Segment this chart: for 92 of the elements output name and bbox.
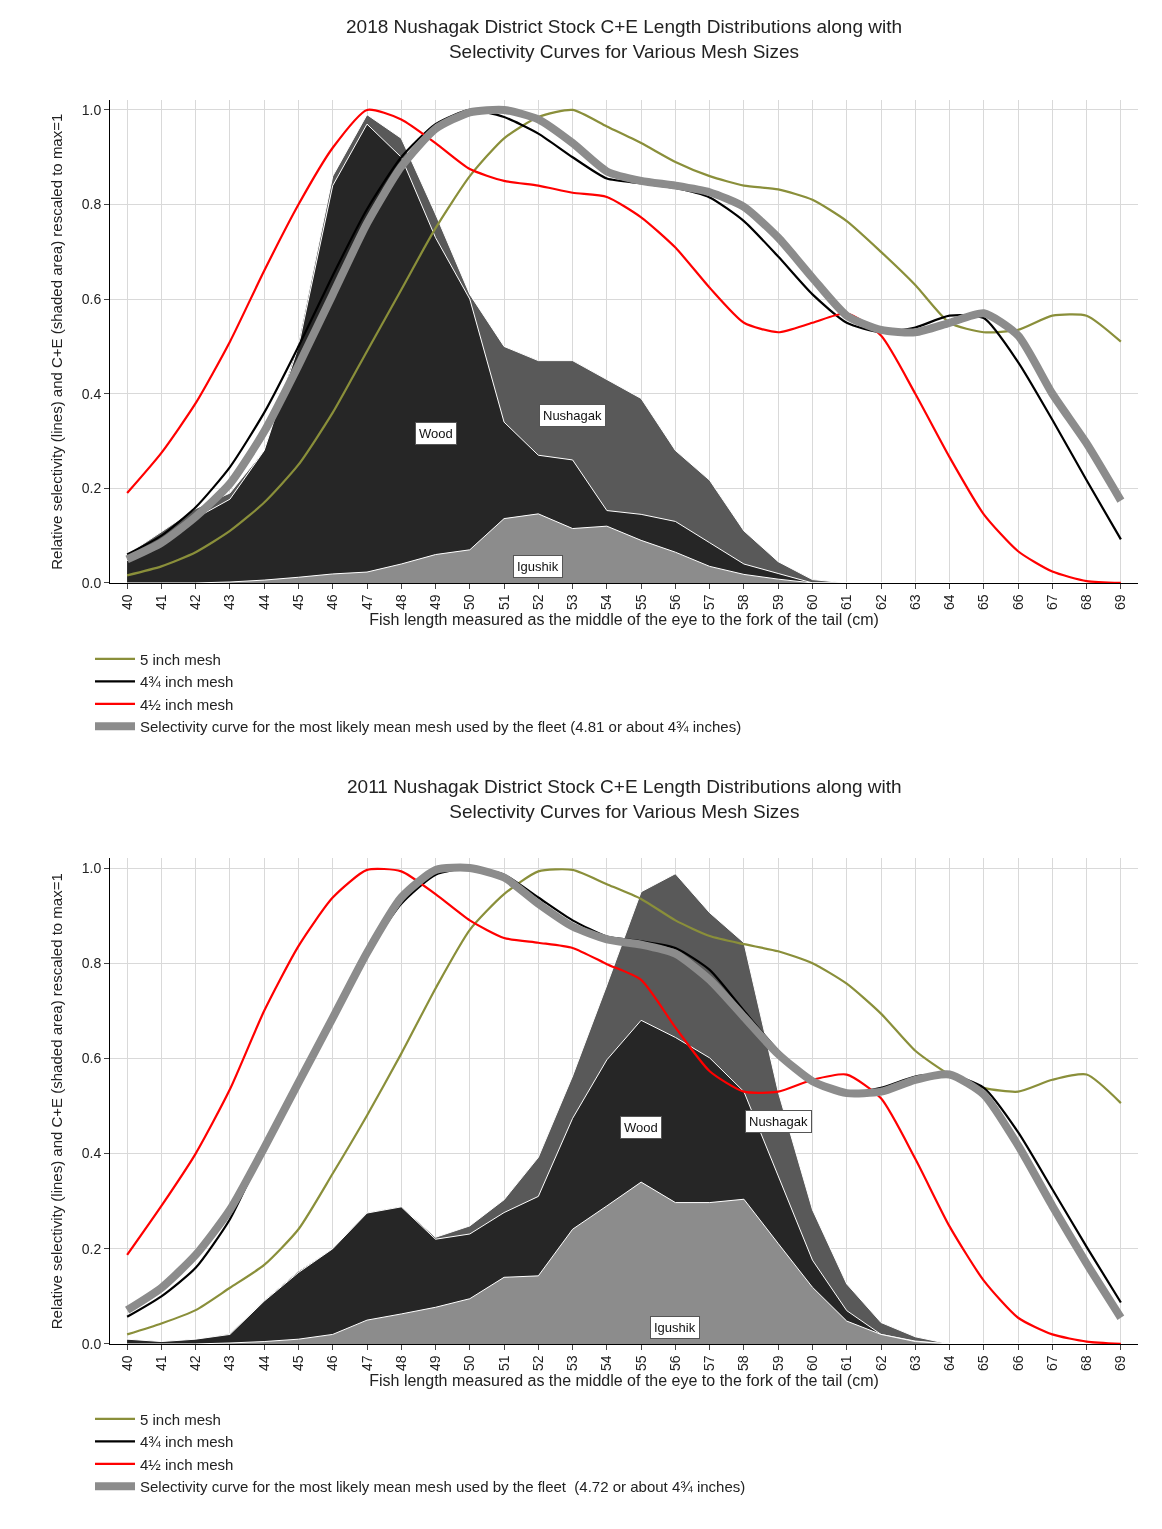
legend-label: 4½ inch mesh [140,695,234,713]
x-tick-label: 51 [495,594,512,611]
x-tick-label: 47 [358,594,375,611]
x-tick-label: 45 [290,1355,307,1372]
x-tick-label: 52 [529,594,546,611]
x-tick-label: 55 [632,594,649,611]
x-tick-label: 56 [666,594,683,611]
series-label: Wood [419,426,453,441]
series-label: Igushik [517,559,559,574]
x-tick-label: 60 [804,1355,821,1372]
x-tick-label: 69 [1112,594,1129,611]
x-tick-label: 58 [735,594,752,611]
x-tick-label: 49 [427,1355,444,1372]
x-tick-label: 62 [872,1355,889,1372]
y-tick-label: 0.8 [81,196,102,213]
x-tick-label: 40 [118,594,135,611]
x-tick-label: 59 [769,1355,786,1372]
x-tick-label: 56 [666,1355,683,1372]
x-tick-label: 54 [598,1355,615,1372]
y-tick-label: 0.6 [81,291,102,308]
y-tick-label: 1.0 [81,101,102,118]
legend-label: 4¾ inch mesh [140,673,234,691]
y-tick-label: 0.8 [81,955,102,972]
x-tick-label: 53 [564,1355,581,1372]
x-tick-label: 45 [290,594,307,611]
x-tick-label: 67 [1043,594,1060,611]
y-tick-label: 0.6 [81,1050,102,1067]
x-tick-label: 44 [255,594,272,611]
x-tick-label: 50 [461,594,478,611]
x-tick-label: 42 [187,1355,204,1372]
x-axis-title: Fish length measured as the middle of the eye to the fork of the tail (cm) [369,1371,879,1389]
x-tick-label: 47 [358,1355,375,1372]
x-tick-label: 41 [152,594,169,611]
x-tick-label: 48 [392,594,409,611]
y-tick-label: 0.4 [81,385,102,402]
y-axis-title: Relative selectivity (lines) and C+E (shaded area) rescaled to max=1 [47,873,65,1330]
series-label: Nushagak [543,408,603,423]
y-tick-label: 0.2 [81,1240,102,1257]
x-tick-label: 61 [838,594,855,611]
x-tick-label: 68 [1078,1355,1095,1372]
x-tick-label: 61 [838,1355,855,1372]
x-tick-label: 41 [152,1355,169,1372]
x-tick-label: 43 [221,1355,238,1372]
x-tick-label: 52 [529,1355,546,1372]
chart-title: 2018 Nushagak District Stock C+E Length Distributions along with Selectivity Curves for Various Mesh Sizes [346,16,903,62]
x-tick-label: 46 [324,1355,341,1372]
x-tick-label: 63 [906,594,923,611]
x-tick-label: 48 [392,1355,409,1372]
x-tick-label: 60 [804,594,821,611]
x-tick-label: 44 [255,1355,272,1372]
x-tick-label: 51 [495,1355,512,1372]
x-tick-label: 64 [941,594,958,611]
x-tick-label: 57 [701,1355,718,1372]
x-tick-label: 42 [187,594,204,611]
x-tick-label: 53 [564,594,581,611]
x-tick-label: 69 [1112,1355,1129,1372]
x-tick-label: 57 [701,594,718,611]
x-tick-label: 67 [1043,1355,1060,1372]
x-tick-label: 66 [1009,1355,1026,1372]
legend-label: 5 inch mesh [140,650,221,668]
y-tick-label: 0.2 [81,480,102,497]
x-tick-label: 62 [872,594,889,611]
legend-label: 4½ inch mesh [140,1455,234,1473]
x-tick-label: 58 [735,1355,752,1372]
x-tick-label: 50 [461,1355,478,1372]
chart-title: 2011 Nushagak District Stock C+E Length Distributions along with Selectivity Curves for Various Mesh Sizes [347,776,902,822]
x-tick-label: 43 [221,594,238,611]
x-tick-label: 65 [975,594,992,611]
series-label: Igushik [654,1320,696,1335]
x-tick-label: 65 [975,1355,992,1372]
legend-label: 4¾ inch mesh [140,1433,234,1451]
x-tick-label: 59 [769,594,786,611]
x-tick-label: 66 [1009,594,1026,611]
y-tick-label: 0.0 [81,1335,102,1352]
legend-label: Selectivity curve for the most likely mean mesh used by the fleet (4.72 or about 4¾ inches) [140,1478,746,1496]
legend-label: Selectivity curve for the most likely mean mesh used by the fleet (4.81 or about 4¾ inches) [140,718,742,736]
y-tick-label: 0.0 [81,574,102,591]
y-tick-label: 1.0 [81,859,102,876]
series-label: Nushagak [749,1114,809,1129]
x-tick-label: 40 [118,1355,135,1372]
x-tick-label: 64 [941,1355,958,1372]
x-tick-label: 55 [632,1355,649,1372]
x-tick-label: 68 [1078,594,1095,611]
series-label: Wood [624,1120,658,1135]
x-axis-title: Fish length measured as the middle of the eye to the fork of the tail (cm) [369,610,879,628]
x-tick-label: 63 [906,1355,923,1372]
y-axis-title: Relative selectivity (lines) and C+E (shaded area) rescaled to max=1 [47,113,65,570]
x-tick-label: 54 [598,594,615,611]
y-tick-label: 0.4 [81,1145,102,1162]
legend-label: 5 inch mesh [140,1410,221,1428]
x-tick-label: 49 [427,594,444,611]
x-tick-label: 46 [324,594,341,611]
